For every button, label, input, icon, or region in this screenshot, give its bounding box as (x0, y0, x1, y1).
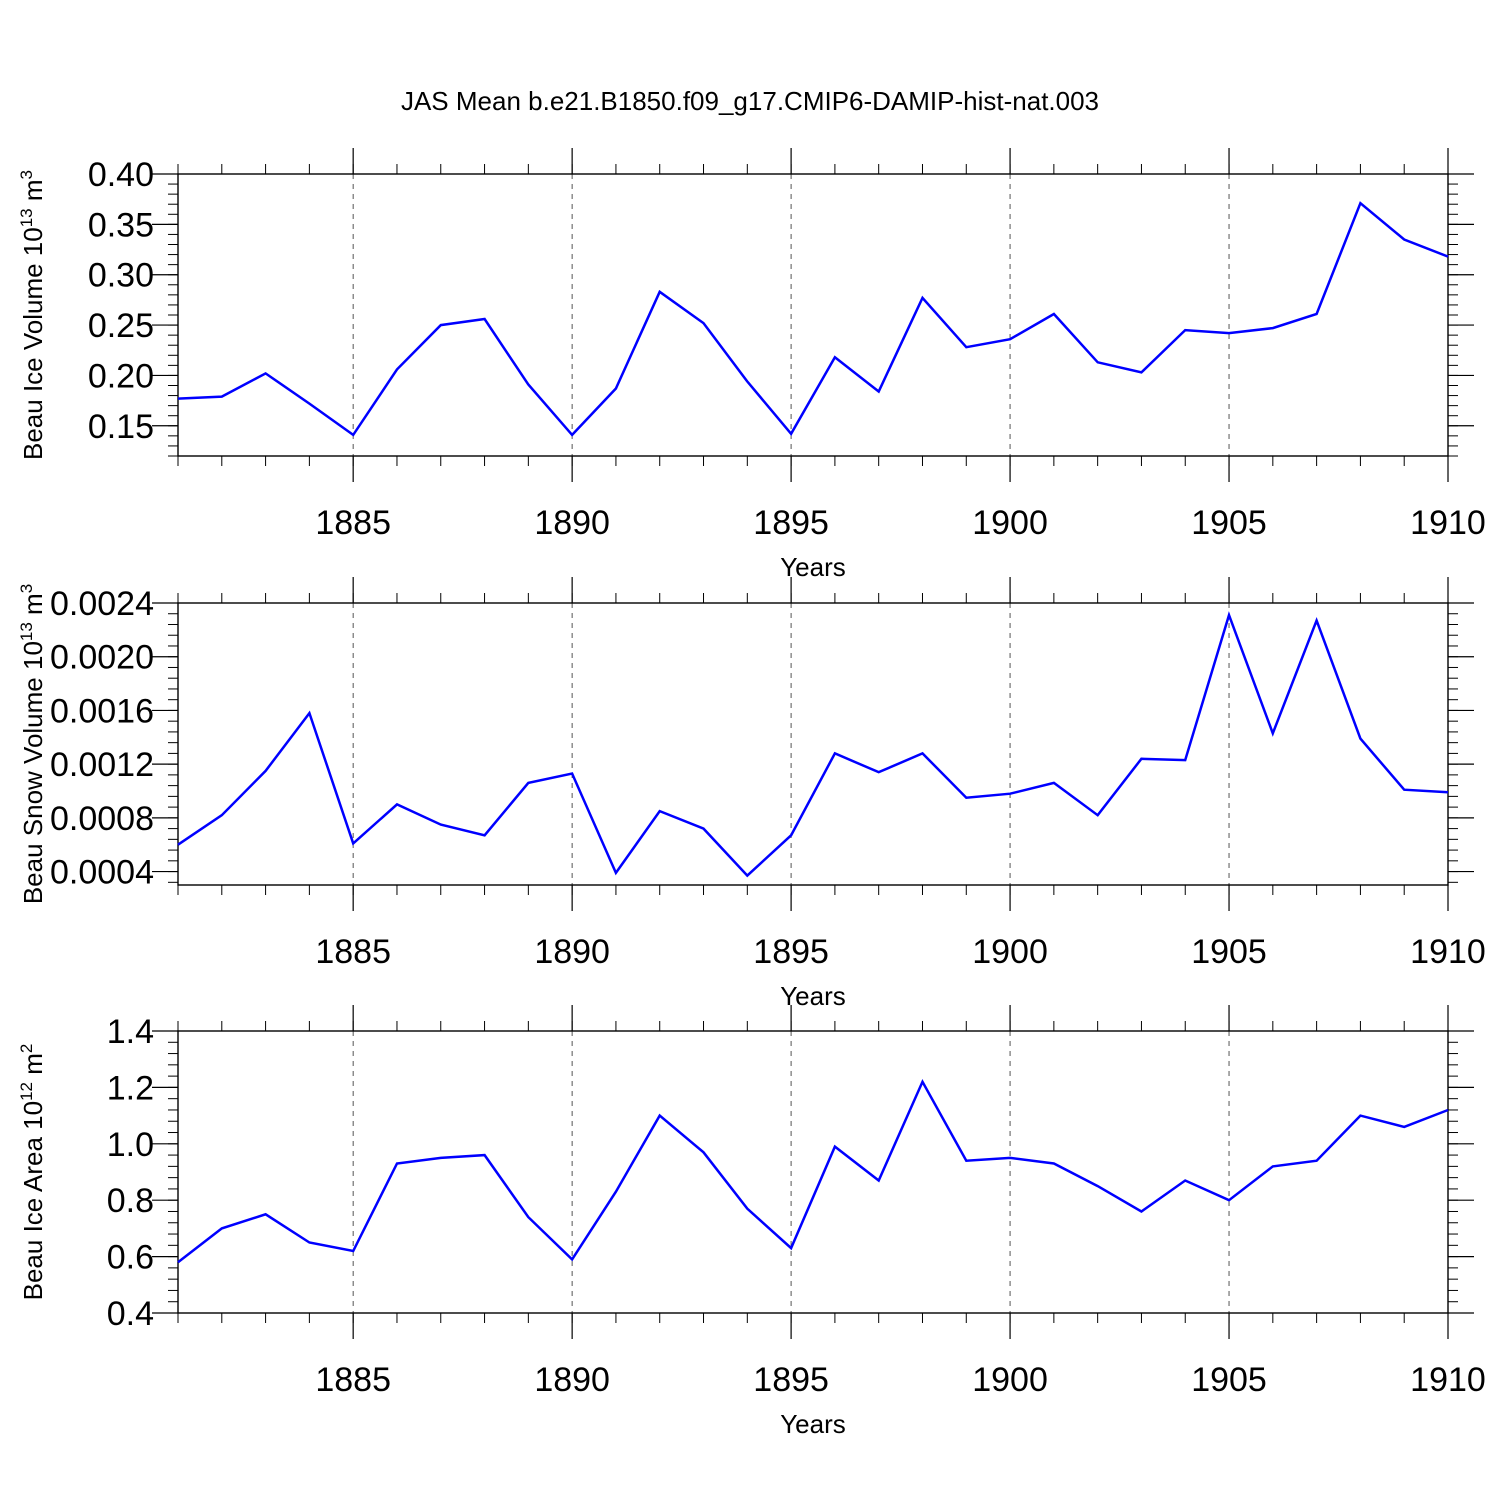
snow-volume-xtick-label: 1895 (753, 933, 829, 971)
ice-volume-series-line (177, 201, 1449, 437)
ice-area-ytick-label: 1.0 (107, 1126, 154, 1164)
ice-area-ytick-label: 0.8 (107, 1182, 154, 1220)
ice-volume-plot-frame (177, 173, 1449, 457)
ice-area-y-axis-label: Beau Ice Area 1012 m2 (17, 1044, 48, 1301)
ice-volume-ytick-label: 0.35 (88, 206, 154, 244)
ice-volume-ytick-label: 0.15 (88, 408, 154, 446)
snow-volume-ytick-label: 0.0020 (50, 639, 154, 677)
ice-area-xtick-label: 1900 (972, 1361, 1048, 1399)
ice-area-xtick-label: 1910 (1410, 1361, 1486, 1399)
ice-area-ytick-label: 1.4 (107, 1013, 154, 1051)
panel-ice-volume: 0.15 0.20 0.25 0.30 0.35 0.40 1885 1890 1895 1900… (17, 148, 1486, 582)
ice-volume-x-axis-label: Years (780, 552, 846, 582)
panel-snow-volume: 0.0004 0.0008 0.0012 0.0016 0.0020 0.0024 1885… (17, 577, 1486, 1011)
snow-volume-ytick-label: 0.0012 (50, 746, 154, 784)
ice-area-xtick-label: 1895 (753, 1361, 829, 1399)
snow-volume-xtick-label: 1910 (1410, 933, 1486, 971)
snow-volume-series-line (177, 611, 1449, 878)
ice-volume-ytick-label: 0.40 (88, 156, 154, 194)
ice-volume-xtick-label: 1895 (753, 504, 829, 542)
ice-volume-ytick-label: 0.30 (88, 257, 154, 295)
snow-volume-xtick-label: 1885 (315, 933, 391, 971)
ice-volume-xtick-label: 1910 (1410, 504, 1486, 542)
snow-volume-y-axis-label: Beau Snow Volume 1013 m3 (17, 584, 48, 904)
ice-volume-ytick-label: 0.20 (88, 357, 154, 395)
ice-area-xtick-label: 1885 (315, 1361, 391, 1399)
snow-volume-ytick-label: 0.0004 (50, 854, 154, 892)
snow-volume-xtick-label: 1900 (972, 933, 1048, 971)
ice-area-x-axis-label: Years (780, 1409, 846, 1439)
snow-volume-x-axis-label: Years (780, 981, 846, 1011)
ice-volume-y-axis-label: Beau Ice Volume 1013 m3 (17, 170, 48, 460)
figure-title: JAS Mean b.e21.B1850.f09_g17.CMIP6-DAMIP… (401, 86, 1099, 116)
snow-volume-ytick-label: 0.0016 (50, 692, 154, 730)
panel-ice-area: 0.4 0.6 0.8 1.0 1.2 1.4 1885 1890 1895 1900 1905 19… (17, 1005, 1486, 1439)
snow-volume-xtick-label: 1905 (1191, 933, 1267, 971)
ice-area-xtick-label: 1890 (534, 1361, 610, 1399)
ice-volume-xtick-label: 1900 (972, 504, 1048, 542)
ice-volume-ytick-label: 0.25 (88, 307, 154, 345)
ice-volume-xtick-label: 1905 (1191, 504, 1267, 542)
ice-area-series-line (177, 1078, 1449, 1264)
snow-volume-plot-frame (177, 602, 1449, 886)
ice-area-plot-frame (177, 1030, 1449, 1314)
ice-area-xtick-label: 1905 (1191, 1361, 1267, 1399)
ice-volume-xtick-label: 1885 (315, 504, 391, 542)
ice-area-ytick-label: 0.4 (107, 1295, 154, 1333)
ice-area-ytick-label: 1.2 (107, 1069, 154, 1107)
snow-volume-ytick-label: 0.0008 (50, 800, 154, 838)
snow-volume-ytick-label: 0.0024 (50, 585, 154, 623)
snow-volume-xtick-label: 1890 (534, 933, 610, 971)
ice-volume-xtick-label: 1890 (534, 504, 610, 542)
ice-area-ytick-label: 0.6 (107, 1239, 154, 1277)
